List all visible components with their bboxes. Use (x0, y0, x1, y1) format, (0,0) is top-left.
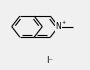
Text: I⁻: I⁻ (46, 56, 53, 65)
Text: N: N (56, 22, 61, 31)
Text: +: + (61, 20, 66, 25)
